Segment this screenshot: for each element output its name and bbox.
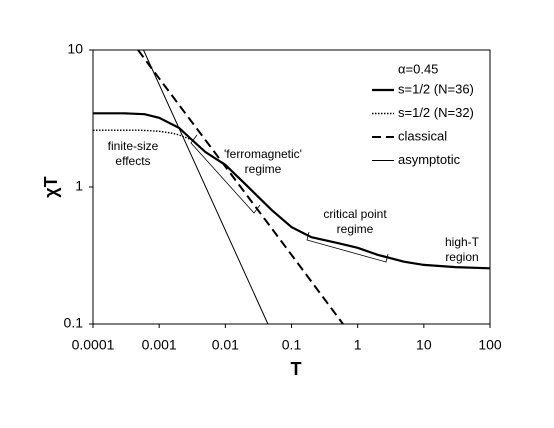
legend-label: s=1/2 (N=36) [398, 81, 474, 96]
annotation: effects [115, 154, 150, 168]
annotation: high-T [445, 235, 480, 249]
annotation: regime [245, 162, 282, 176]
legend-label: asymptotic [398, 152, 461, 167]
legend-title: α=0.45 [398, 61, 438, 76]
x-tick-label: 1 [354, 337, 362, 353]
y-tick-label: 10 [67, 41, 83, 57]
x-axis-label: T [291, 359, 302, 379]
bracket [306, 231, 389, 263]
annotation: critical point [323, 207, 387, 221]
series-line [93, 129, 191, 141]
y-tick-label: 0.1 [64, 315, 84, 331]
series-line [137, 50, 344, 324]
x-tick-label: 10 [416, 337, 432, 353]
annotation: regime [337, 222, 374, 236]
legend-label: s=1/2 (N=32) [398, 105, 474, 120]
legend-label: classical [398, 128, 447, 143]
series-line [93, 112, 490, 270]
annotation: 'ferromagnetic' [224, 147, 302, 161]
x-tick-label: 100 [478, 337, 502, 353]
annotation: finite-size [108, 139, 159, 153]
series-line [143, 50, 269, 324]
x-tick-label: 0.0001 [72, 337, 115, 353]
x-tick-label: 0.01 [212, 337, 239, 353]
y-axis-label: χT [41, 176, 61, 197]
y-tick-label: 1 [75, 178, 83, 194]
annotation: region [445, 250, 478, 264]
x-tick-label: 0.001 [142, 337, 177, 353]
x-tick-label: 0.1 [282, 337, 302, 353]
